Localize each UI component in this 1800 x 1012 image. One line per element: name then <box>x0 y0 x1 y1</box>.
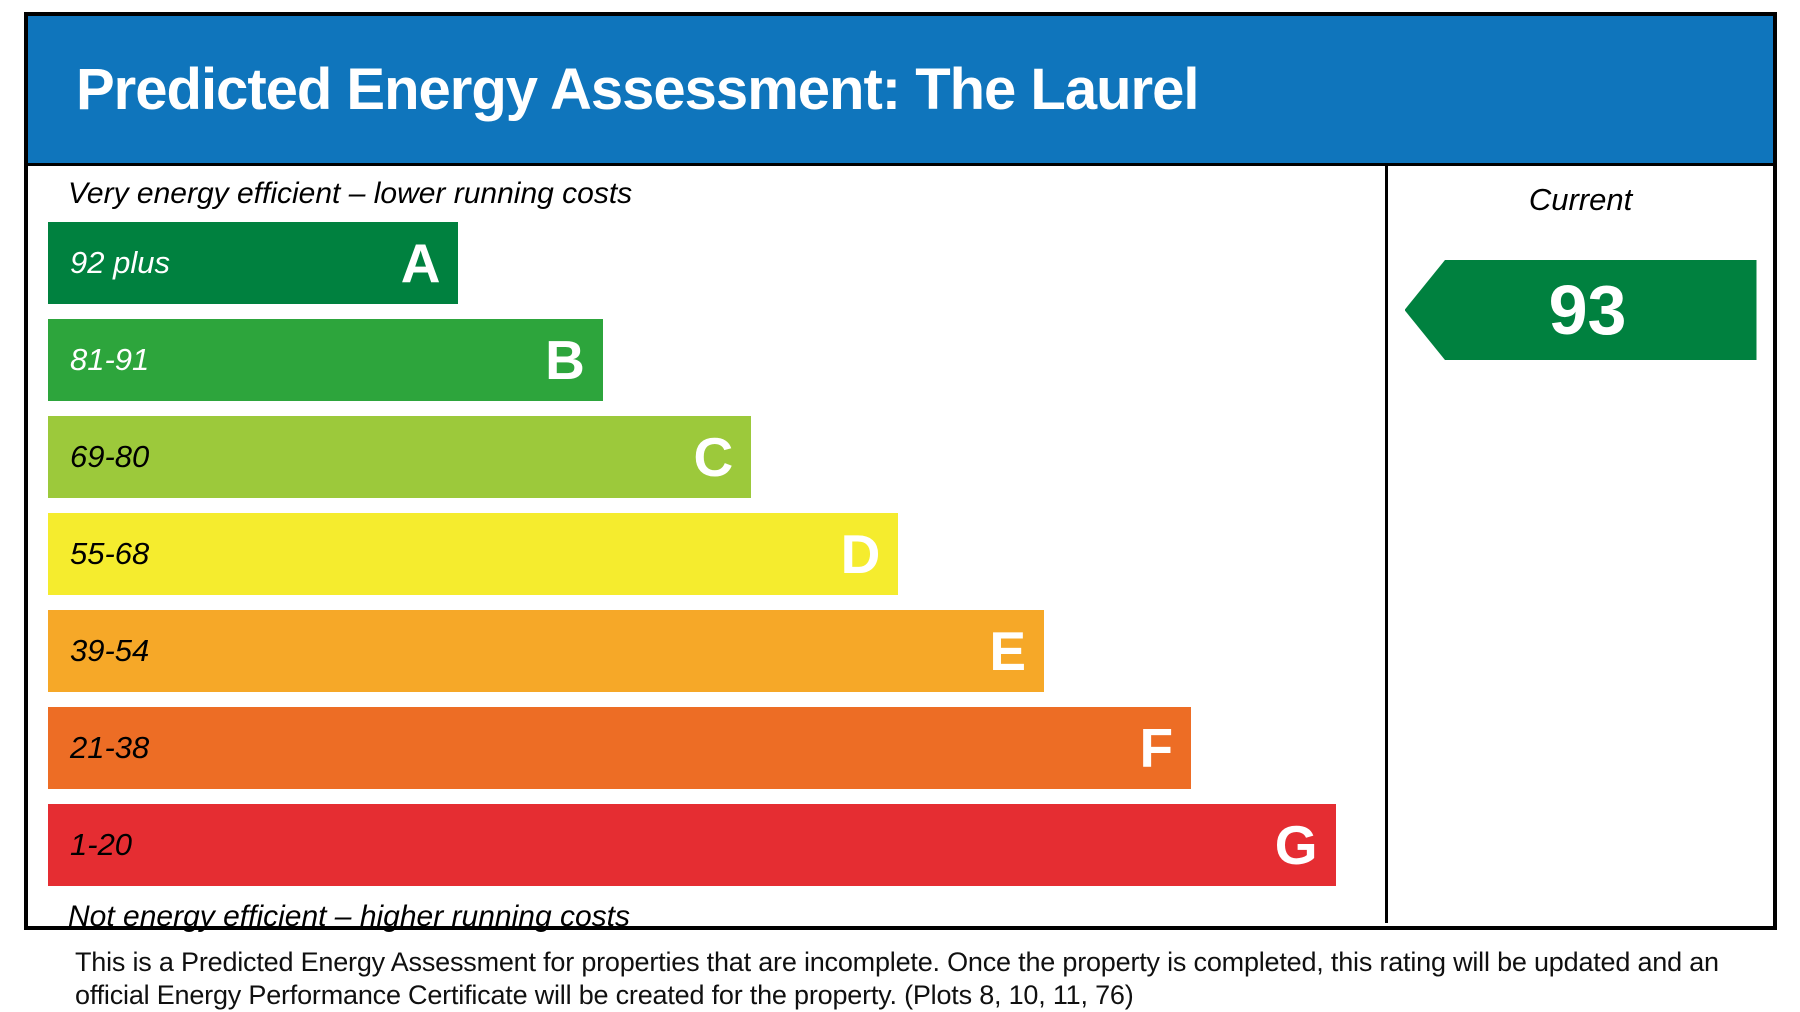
epc-scale-area: Very energy efficient – lower running co… <box>28 166 1388 933</box>
epc-bands: 92 plus A 81-91 B 69-80 C 55-68 D 39-54 E 21-38 F 1-… <box>48 222 1385 886</box>
band-bar-f: 21-38 F <box>48 707 1192 789</box>
band-row-d: 55-68 D <box>48 513 1385 595</box>
current-panel: Current 93 <box>1388 166 1773 923</box>
bottom-efficiency-note: Not energy efficient – higher running co… <box>68 900 630 933</box>
top-efficiency-note: Very energy efficient – lower running co… <box>68 177 633 210</box>
current-rating-value: 93 <box>1548 271 1627 349</box>
footer-disclaimer: This is a Predicted Energy Assessment fo… <box>75 947 1719 1010</box>
band-row-b: 81-91 B <box>48 319 1385 401</box>
band-letter: A <box>400 231 441 294</box>
band-row-g: 1-20 G <box>48 804 1385 886</box>
band-bar-g: 1-20 G <box>48 804 1336 886</box>
band-range-label: 92 plus <box>70 245 170 280</box>
band-bar-a: 92 plus A <box>48 222 459 304</box>
band-range-label: 81-91 <box>70 342 150 377</box>
page-title: Predicted Energy Assessment: The Laurel <box>76 57 1199 122</box>
band-range-label: 21-38 <box>70 730 150 765</box>
band-bar-c: 69-80 C <box>48 416 752 498</box>
band-range-label: 69-80 <box>70 439 150 474</box>
band-letter: E <box>989 619 1027 682</box>
band-letter: G <box>1274 813 1318 876</box>
epc-chart: Predicted Energy Assessment: The Laurel … <box>24 12 1777 933</box>
current-column-label: Current <box>1528 182 1633 217</box>
band-bar-b: 81-91 B <box>48 319 603 401</box>
epc-header: Predicted Energy Assessment: The Laurel <box>28 16 1773 166</box>
current-rating-badge: 93 <box>1404 260 1757 360</box>
band-row-f: 21-38 F <box>48 707 1385 789</box>
band-letter: D <box>840 522 881 585</box>
band-bar-d: 55-68 D <box>48 513 899 595</box>
band-letter: F <box>1139 716 1174 779</box>
band-bar-e: 39-54 E <box>48 610 1045 692</box>
band-row-e: 39-54 E <box>48 610 1385 692</box>
band-range-label: 39-54 <box>70 633 150 668</box>
band-letter: B <box>545 328 585 391</box>
band-range-label: 55-68 <box>70 536 150 571</box>
band-row-a: 92 plus A <box>48 222 1385 304</box>
epc-chart-body: Very energy efficient – lower running co… <box>28 166 1773 933</box>
band-range-label: 1-20 <box>70 827 133 862</box>
band-row-c: 69-80 C <box>48 416 1385 498</box>
band-letter: C <box>693 425 734 488</box>
